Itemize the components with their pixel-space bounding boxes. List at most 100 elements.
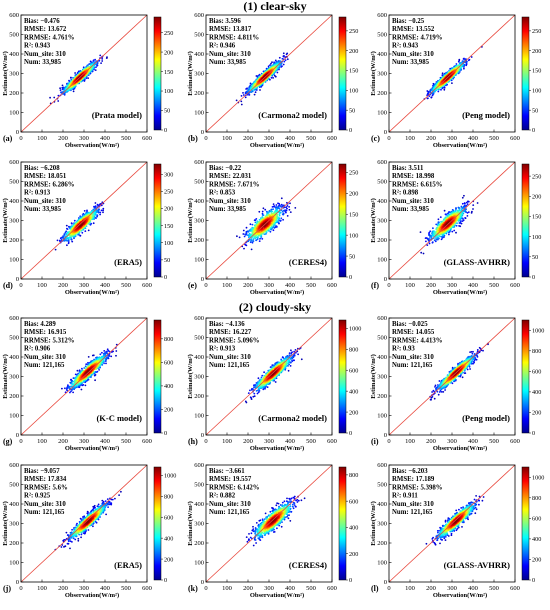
y-tick-label: 100 <box>9 110 19 117</box>
scatter-point <box>278 219 281 222</box>
scatter-point <box>282 63 285 66</box>
scatter-point <box>59 240 61 242</box>
scatter-point <box>467 59 470 62</box>
scatter-point <box>102 207 105 210</box>
stat-line: RMSE: 13.817 <box>209 26 252 33</box>
scatter-point <box>429 230 432 233</box>
scatter-point <box>272 77 274 79</box>
stat-line: RMSE: 18.051 <box>24 173 67 180</box>
scatter-point <box>64 231 67 234</box>
scatter-point <box>278 207 281 210</box>
scatter-point <box>282 55 285 58</box>
scatter-point <box>92 222 95 225</box>
scatter-point <box>283 60 286 63</box>
scatter-point <box>63 233 66 236</box>
scatter-point <box>464 217 466 219</box>
scatter-point <box>467 211 470 213</box>
scatter-point <box>465 201 468 204</box>
scatter-point <box>96 203 99 206</box>
x-tick-label: 400 <box>285 282 295 289</box>
x-tick-label: 300 <box>264 135 274 142</box>
x-tick-label: 100 <box>222 282 232 289</box>
scatter-point <box>240 100 243 103</box>
scatter-point <box>106 56 108 58</box>
x-tick-label: 500 <box>306 282 316 289</box>
scatter-point <box>268 210 271 213</box>
scatter-point <box>280 197 283 200</box>
scatter-point <box>433 239 436 242</box>
scatter-panel: 00100100200200300300400400500500600600Ob… <box>370 159 541 296</box>
one-to-one-line <box>205 161 333 280</box>
scatter-point <box>255 218 258 220</box>
x-tick-label: 300 <box>447 135 457 142</box>
x-axis-label: Observation(W/m²) <box>250 289 304 296</box>
y-tick-label: 100 <box>194 110 204 117</box>
colorbar-tick-label: 150 <box>164 223 173 230</box>
scatter-point <box>278 213 281 216</box>
scatter-point <box>435 238 438 241</box>
colorbar <box>338 163 347 278</box>
scatter-point <box>463 63 466 66</box>
scatter-point <box>61 84 64 87</box>
scatter-point <box>419 231 422 233</box>
scatter-point <box>438 221 440 224</box>
scatter-point <box>87 77 89 79</box>
scatter-point <box>472 208 474 210</box>
scatter-point <box>426 244 429 246</box>
one-to-one-line <box>205 14 333 133</box>
stat-line: Num: 33,985 <box>392 59 430 66</box>
scatter-panel: 00100100200200300300400400500500600600Ob… <box>2 12 173 149</box>
stat-line: RMSE: 22.031 <box>209 173 252 180</box>
scatter-point <box>251 223 254 226</box>
model-label: (ERA5) <box>114 257 142 267</box>
scatter-point <box>274 59 277 62</box>
y-tick-label: 100 <box>194 257 204 264</box>
y-tick-label: 400 <box>194 198 204 205</box>
scatter-point <box>96 214 99 217</box>
x-tick-label: 600 <box>142 282 152 289</box>
scatter-point <box>441 74 444 76</box>
scatter-point <box>431 241 434 243</box>
x-tick-label: 0 <box>204 135 207 142</box>
scatter-point <box>72 90 75 93</box>
scatter-point <box>470 56 473 58</box>
scatter-point <box>428 242 431 245</box>
scatter-point <box>100 209 103 212</box>
scatter-point <box>288 206 290 208</box>
colorbar-tick-label: 100 <box>164 88 173 95</box>
scatter-point <box>427 92 430 95</box>
scatter-point <box>269 64 271 66</box>
scatter-point <box>80 70 82 73</box>
scatter-point <box>269 210 272 213</box>
colorbar-tick-label: 100 <box>532 88 541 95</box>
colorbar-tick-label: 250 <box>164 189 173 196</box>
scatter-point <box>67 236 70 239</box>
y-tick-label: 200 <box>194 237 204 244</box>
x-tick-label: 500 <box>121 282 131 289</box>
scatter-point <box>461 220 464 222</box>
scatter-point <box>443 209 446 212</box>
scatter-point <box>67 239 70 242</box>
colorbar-tick-label: 250 <box>164 30 173 37</box>
scatter-point <box>248 88 251 91</box>
y-tick-label: 500 <box>377 32 387 39</box>
scatter-point <box>258 218 261 221</box>
colorbar-tick-label: 100 <box>349 232 358 239</box>
scatter-point <box>456 222 458 225</box>
scatter-point <box>65 239 68 242</box>
scatter-point <box>455 63 458 65</box>
colorbar-tick-label: 100 <box>349 88 358 95</box>
scatter-point <box>94 69 97 71</box>
scatter-point <box>93 207 96 209</box>
scatter-point <box>453 229 456 232</box>
stat-line: RRMSE: 7.671% <box>209 181 260 188</box>
scatter-point <box>439 216 442 218</box>
scatter-point <box>455 231 457 234</box>
scatter-point <box>236 235 238 238</box>
scatter-point <box>235 99 238 102</box>
stat-line: R²: 0.943 <box>24 43 51 50</box>
scatter-point <box>256 238 259 241</box>
x-tick-label: 300 <box>264 282 274 289</box>
one-to-one-line <box>20 161 148 280</box>
scatter-point <box>242 233 245 235</box>
